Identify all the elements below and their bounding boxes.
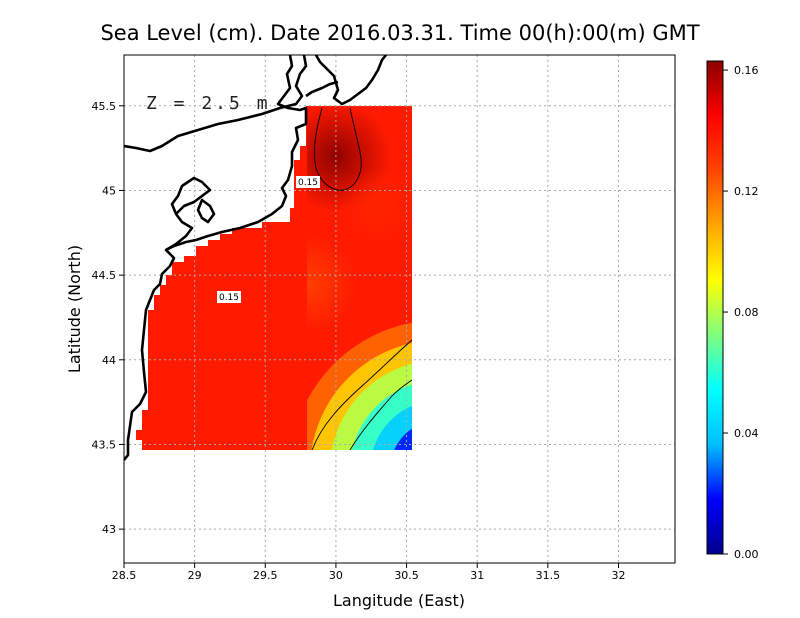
contour-label-1: 0.15 [298, 178, 318, 188]
grid-lines [124, 55, 675, 563]
coastline-west [124, 55, 308, 153]
contour-label-2: 0.15 [219, 293, 239, 303]
coastline-north [314, 55, 388, 106]
colorbar-tick-label: 0.08 [734, 306, 759, 319]
x-axis-label: Langitude (East) [333, 591, 465, 610]
y-tick-label: 44.5 [92, 269, 117, 282]
colorbar-fill [707, 61, 723, 554]
x-tick-label: 29 [188, 569, 202, 582]
y-axis-ticks: 43 43.5 44 44.5 45 45.5 [92, 100, 124, 536]
contour-label-box-2 [217, 291, 241, 303]
coastline-bay [165, 176, 212, 252]
x-tick-label: 29.5 [253, 569, 278, 582]
contour-north-max [313, 107, 362, 191]
colorbar-tick-label: 0.16 [734, 64, 759, 77]
x-tick-label: 31 [470, 569, 484, 582]
x-tick-label: 30.5 [394, 569, 419, 582]
y-axis-label: Latitude (North) [65, 245, 84, 373]
coastline [124, 55, 388, 461]
y-tick-label: 43.5 [92, 438, 117, 451]
x-tick-label: 32 [611, 569, 625, 582]
coastline-inlet [305, 80, 339, 98]
colorbar-tick-label: 0.00 [734, 548, 759, 561]
contour-sw-2 [349, 379, 412, 450]
colorbar-frame [706, 60, 724, 555]
map-title: Sea Level (cm). Date 2016.03.31. Time 00… [100, 21, 699, 45]
x-tick-label: 28.5 [112, 569, 137, 582]
contour-label-box-1 [296, 176, 320, 188]
y-tick-label: 43 [102, 523, 116, 536]
colorbar: 0.00 0.04 0.08 0.12 0.16 [706, 60, 759, 561]
contour-labels: 0.15 0.15 [217, 176, 320, 303]
coastline-main [124, 55, 308, 461]
shading-blob [338, 167, 412, 248]
colorbar-tick-label: 0.04 [734, 427, 759, 440]
coastline-lagoon [196, 198, 216, 224]
colorbar-tick-label: 0.12 [734, 185, 759, 198]
y-tick-label: 44 [102, 354, 116, 367]
x-axis-ticks: 28.5 29 29.5 30 30.5 31 31.5 32 [112, 563, 625, 582]
y-tick-label: 45 [102, 184, 116, 197]
x-tick-label: 31.5 [536, 569, 561, 582]
plot-frame [123, 54, 676, 564]
x-tick-label: 30 [329, 569, 343, 582]
colorbar-ticks: 0.00 0.04 0.08 0.12 0.16 [723, 64, 759, 561]
contour-sw-1 [311, 339, 412, 450]
depth-label: Z = 2.5 m [146, 93, 271, 114]
y-tick-label: 45.5 [92, 100, 117, 113]
